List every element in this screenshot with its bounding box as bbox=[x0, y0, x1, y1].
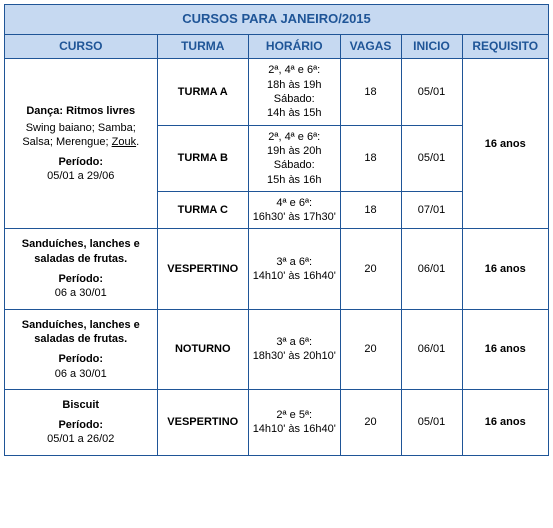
vagas-cell: 18 bbox=[340, 191, 401, 229]
curso-periodo-label: Período: bbox=[11, 352, 151, 366]
table-row: Sanduíches, lanches e saladas de frutas.… bbox=[5, 229, 549, 309]
curso-periodo: 06 a 30/01 bbox=[11, 367, 151, 381]
curso-detail-after: . bbox=[136, 136, 139, 148]
horario-cell: 4ª e 6ª: 16h30' às 17h30' bbox=[249, 191, 341, 229]
requisito-cell: 16 anos bbox=[462, 309, 549, 389]
curso-cell: Dança: Ritmos livres Swing baiano; Samba… bbox=[5, 59, 158, 229]
vagas-cell: 20 bbox=[340, 389, 401, 455]
horario-line: 3ª a 6ª: bbox=[251, 335, 338, 349]
col-inicio: INICIO bbox=[401, 34, 462, 59]
horario-cell: 2ª, 4ª e 6ª: 18h às 19h Sábado: 14h às 1… bbox=[249, 59, 341, 125]
horario-cell: 2ª, 4ª e 6ª: 19h às 20h Sábado: 15h às 1… bbox=[249, 125, 341, 191]
curso-name: Sanduíches, lanches e saladas de frutas. bbox=[11, 318, 151, 347]
col-requisito: REQUISITO bbox=[462, 34, 549, 59]
horario-line: 19h às 20h bbox=[251, 144, 338, 158]
curso-periodo: 06 a 30/01 bbox=[11, 286, 151, 300]
inicio-cell: 05/01 bbox=[401, 125, 462, 191]
curso-cell: Biscuit Período: 05/01 a 26/02 bbox=[5, 389, 158, 455]
curso-periodo-label: Período: bbox=[11, 418, 151, 432]
horario-line: Sábado: bbox=[251, 158, 338, 172]
courses-table: CURSOS PARA JANEIRO/2015 CURSO TURMA HOR… bbox=[4, 4, 549, 456]
curso-periodo: 05/01 a 26/02 bbox=[11, 432, 151, 446]
inicio-cell: 06/01 bbox=[401, 229, 462, 309]
table-row: Sanduíches, lanches e saladas de frutas.… bbox=[5, 309, 549, 389]
horario-line: 2ª, 4ª e 6ª: bbox=[251, 130, 338, 144]
turma-cell: TURMA B bbox=[157, 125, 249, 191]
requisito-cell: 16 anos bbox=[462, 229, 549, 309]
curso-periodo-label: Período: bbox=[11, 272, 151, 286]
table-row: Dança: Ritmos livres Swing baiano; Samba… bbox=[5, 59, 549, 125]
curso-cell: Sanduíches, lanches e saladas de frutas.… bbox=[5, 229, 158, 309]
horario-line: 14h10' às 16h40' bbox=[251, 422, 338, 436]
horario-line: 18h às 19h bbox=[251, 78, 338, 92]
vagas-cell: 18 bbox=[340, 59, 401, 125]
requisito-cell: 16 anos bbox=[462, 59, 549, 229]
inicio-cell: 06/01 bbox=[401, 309, 462, 389]
curso-detail: Swing baiano; Samba; Salsa; Merengue; Zo… bbox=[11, 121, 151, 150]
vagas-cell: 20 bbox=[340, 309, 401, 389]
curso-name: Biscuit bbox=[11, 398, 151, 412]
horario-line: 15h às 16h bbox=[251, 173, 338, 187]
horario-line: 14h10' às 16h40' bbox=[251, 269, 338, 283]
horario-line: Sábado: bbox=[251, 92, 338, 106]
turma-cell: TURMA C bbox=[157, 191, 249, 229]
horario-line: 18h30' às 20h10' bbox=[251, 349, 338, 363]
curso-name: Sanduíches, lanches e saladas de frutas. bbox=[11, 237, 151, 266]
col-curso: CURSO bbox=[5, 34, 158, 59]
horario-line: 3ª a 6ª: bbox=[251, 255, 338, 269]
turma-cell: NOTURNO bbox=[157, 309, 249, 389]
table-header-row: CURSO TURMA HORÁRIO VAGAS INICIO REQUISI… bbox=[5, 34, 549, 59]
inicio-cell: 07/01 bbox=[401, 191, 462, 229]
col-vagas: VAGAS bbox=[340, 34, 401, 59]
horario-cell: 3ª a 6ª: 14h10' às 16h40' bbox=[249, 229, 341, 309]
curso-periodo: 05/01 a 29/06 bbox=[11, 169, 151, 183]
table-row: Biscuit Período: 05/01 a 26/02 VESPERTIN… bbox=[5, 389, 549, 455]
inicio-cell: 05/01 bbox=[401, 59, 462, 125]
horario-cell: 3ª a 6ª: 18h30' às 20h10' bbox=[249, 309, 341, 389]
curso-periodo-label: Período: bbox=[11, 155, 151, 169]
requisito-cell: 16 anos bbox=[462, 389, 549, 455]
vagas-cell: 18 bbox=[340, 125, 401, 191]
col-turma: TURMA bbox=[157, 34, 249, 59]
turma-cell: VESPERTINO bbox=[157, 389, 249, 455]
table-title-row: CURSOS PARA JANEIRO/2015 bbox=[5, 5, 549, 35]
horario-line: 14h às 15h bbox=[251, 106, 338, 120]
curso-cell: Sanduíches, lanches e saladas de frutas.… bbox=[5, 309, 158, 389]
horario-line: 2ª, 4ª e 6ª: bbox=[251, 63, 338, 77]
turma-cell: VESPERTINO bbox=[157, 229, 249, 309]
inicio-cell: 05/01 bbox=[401, 389, 462, 455]
horario-line: 2ª e 5ª: bbox=[251, 408, 338, 422]
curso-detail-underlined: Zouk bbox=[112, 136, 136, 148]
turma-cell: TURMA A bbox=[157, 59, 249, 125]
horario-line: 4ª e 6ª: bbox=[251, 196, 338, 210]
curso-name: Dança: Ritmos livres bbox=[11, 104, 151, 118]
table-title: CURSOS PARA JANEIRO/2015 bbox=[5, 5, 549, 35]
col-horario: HORÁRIO bbox=[249, 34, 341, 59]
vagas-cell: 20 bbox=[340, 229, 401, 309]
horario-cell: 2ª e 5ª: 14h10' às 16h40' bbox=[249, 389, 341, 455]
horario-line: 16h30' às 17h30' bbox=[251, 210, 338, 224]
